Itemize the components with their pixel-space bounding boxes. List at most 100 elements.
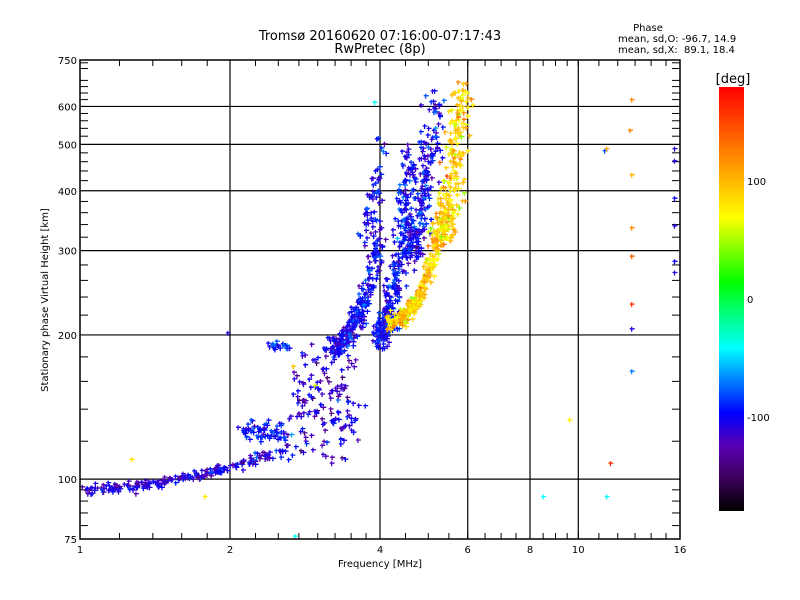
data-point: [309, 373, 315, 379]
data-point: [241, 468, 246, 473]
data-point: [629, 302, 635, 308]
data-point: [295, 394, 301, 400]
data-point: [448, 185, 454, 190]
data-point: [364, 290, 369, 296]
data-point: [307, 409, 313, 415]
axis-ticks: [80, 60, 680, 539]
data-point: [451, 227, 457, 233]
data-point: [433, 230, 439, 236]
data-point: [366, 221, 372, 227]
data-point: [388, 308, 394, 314]
data-point: [90, 485, 96, 491]
data-point: [420, 292, 426, 298]
data-point: [356, 231, 361, 237]
data-point: [381, 342, 387, 347]
data-point: [383, 307, 389, 313]
data-point: [345, 353, 351, 359]
data-point: [129, 457, 135, 463]
data-point: [329, 346, 335, 352]
data-point: [235, 462, 240, 468]
data-point: [376, 200, 382, 206]
data-point: [455, 102, 461, 108]
data-point: [461, 117, 467, 123]
data-point: [433, 126, 439, 131]
data-point: [408, 243, 414, 249]
data-point: [304, 441, 310, 447]
data-point: [126, 479, 132, 485]
data-point: [315, 380, 321, 386]
data-point: [342, 386, 348, 392]
data-point: [393, 316, 398, 322]
data-point: [106, 480, 112, 486]
data-point: [425, 153, 431, 159]
phase-box-o-stats: mean, sd,O: -96.7, 14.9: [618, 34, 736, 45]
data-point: [416, 212, 422, 218]
data-point: [449, 171, 455, 177]
data-point: [452, 188, 458, 194]
data-point: [432, 258, 438, 264]
data-point: [284, 343, 290, 349]
data-point: [298, 448, 304, 454]
data-point: [133, 491, 139, 497]
data-point: [297, 379, 303, 385]
data-point: [462, 177, 468, 183]
y-tick-label: 300: [58, 247, 77, 258]
data-point: [134, 481, 140, 487]
data-point: [452, 122, 458, 128]
data-point: [280, 448, 286, 454]
data-point: [127, 486, 133, 492]
data-point: [195, 475, 201, 481]
data-point: [343, 457, 349, 463]
data-point: [419, 102, 424, 108]
data-point: [288, 414, 294, 420]
data-point: [384, 291, 390, 297]
data-point: [427, 107, 433, 113]
data-point: [300, 350, 306, 356]
data-point: [400, 210, 406, 216]
data-point: [421, 276, 427, 282]
data-point: [301, 410, 307, 416]
data-point: [428, 226, 434, 232]
data-point: [411, 300, 417, 306]
data-point: [331, 418, 337, 423]
data-point: [402, 154, 408, 160]
data-point: [457, 150, 463, 155]
data-point: [381, 283, 387, 289]
data-point: [450, 164, 456, 170]
data-point: [370, 224, 376, 230]
data-point: [439, 224, 445, 230]
data-point: [420, 252, 426, 258]
x-tick-label: 10: [572, 545, 585, 556]
data-point: [424, 178, 430, 184]
data-point: [460, 180, 466, 186]
data-point: [424, 267, 429, 273]
data-point: [394, 271, 400, 277]
data-point: [428, 160, 434, 166]
data-point: [383, 237, 389, 243]
data-point: [429, 268, 435, 274]
data-point: [422, 191, 428, 197]
data-point: [286, 457, 292, 463]
y-tick-label: 500: [58, 140, 77, 151]
colorbar-tick-labels: 100 0 -100: [747, 177, 770, 424]
y-tick-label: 100: [58, 475, 77, 486]
data-point: [420, 201, 425, 207]
data-point: [155, 481, 161, 487]
data-point: [435, 249, 440, 255]
y-tick-label: 400: [58, 187, 77, 198]
data-point: [432, 106, 437, 112]
data-point: [409, 206, 415, 212]
data-point: [413, 166, 419, 172]
data-point: [377, 164, 383, 170]
data-point: [249, 417, 255, 423]
data-point: [325, 440, 330, 446]
data-point: [417, 295, 423, 300]
data-point: [464, 99, 470, 105]
data-point: [115, 487, 121, 493]
data-point: [445, 213, 451, 219]
data-point: [350, 327, 356, 333]
data-point: [410, 307, 416, 313]
data-point: [413, 180, 419, 185]
data-point: [380, 198, 386, 204]
data-point: [455, 212, 461, 218]
